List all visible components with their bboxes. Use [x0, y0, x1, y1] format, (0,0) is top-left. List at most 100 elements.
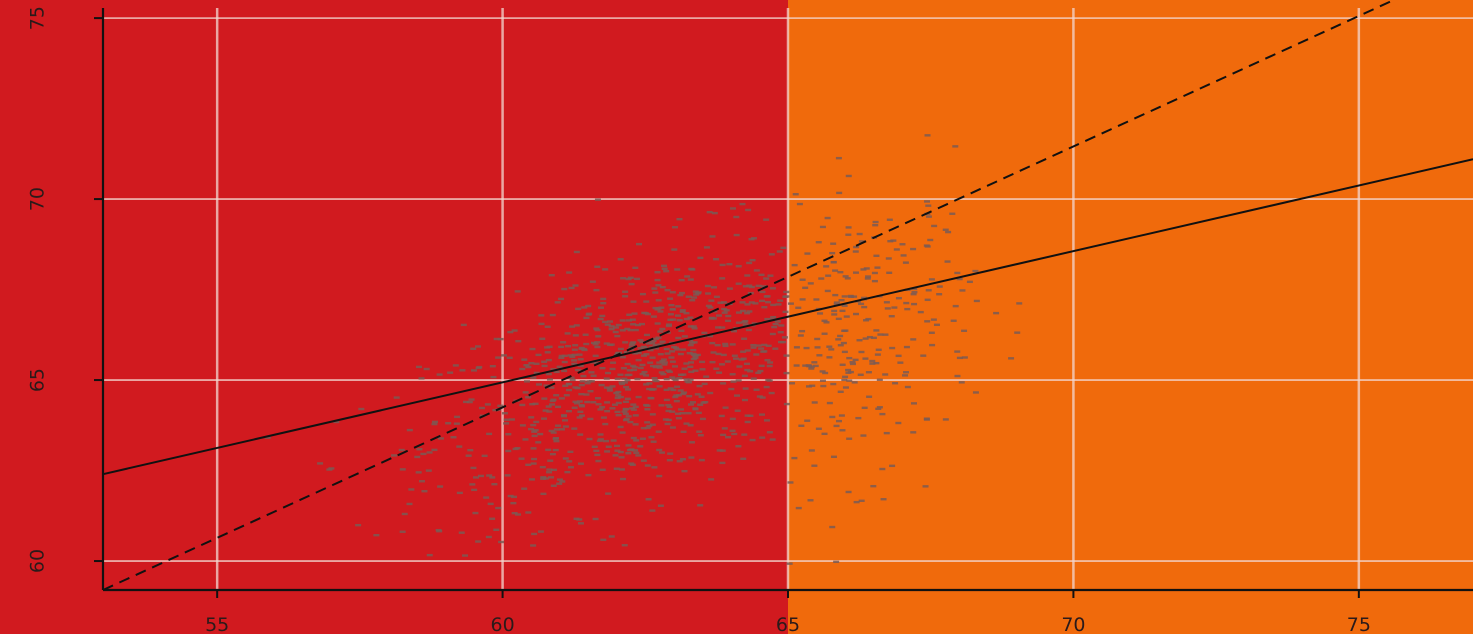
data-point — [550, 431, 557, 434]
data-point — [681, 335, 688, 338]
data-point — [625, 415, 632, 418]
data-point — [566, 460, 573, 463]
data-point — [677, 293, 684, 297]
data-point — [966, 280, 973, 284]
data-point — [635, 351, 642, 355]
data-point — [791, 263, 798, 267]
data-point — [777, 299, 784, 302]
data-point — [820, 384, 827, 388]
data-point — [622, 295, 629, 298]
data-point — [665, 409, 672, 413]
data-point — [690, 325, 697, 328]
data-point — [621, 377, 628, 381]
data-point — [841, 304, 848, 307]
data-point — [787, 302, 794, 305]
data-point — [657, 504, 664, 507]
data-point — [696, 384, 703, 388]
data-point — [533, 420, 540, 424]
data-point — [858, 350, 865, 354]
data-point — [618, 468, 625, 471]
data-point — [654, 308, 661, 311]
data-point — [837, 390, 844, 394]
data-point — [824, 216, 831, 220]
data-point — [454, 415, 461, 419]
data-point — [617, 373, 624, 376]
data-point — [624, 362, 631, 366]
data-point — [593, 327, 600, 330]
data-point — [553, 370, 560, 374]
data-point — [659, 340, 666, 343]
data-point — [600, 416, 607, 419]
data-point — [544, 325, 551, 328]
data-point — [880, 498, 887, 501]
data-point — [740, 457, 747, 461]
data-point — [725, 436, 732, 439]
data-point — [666, 458, 673, 462]
data-point — [664, 422, 671, 426]
data-point — [803, 346, 810, 350]
data-point — [925, 289, 932, 292]
data-point — [815, 241, 822, 244]
data-point — [649, 364, 656, 368]
data-point — [649, 423, 656, 426]
data-point — [858, 240, 865, 243]
data-point — [799, 278, 806, 281]
data-point — [628, 344, 635, 347]
data-point — [891, 306, 898, 309]
data-point — [683, 362, 690, 365]
data-point — [813, 298, 820, 301]
data-point — [689, 268, 696, 271]
data-point — [911, 290, 918, 294]
data-point — [862, 357, 869, 360]
data-point — [679, 412, 686, 415]
data-point — [556, 365, 563, 369]
data-point — [714, 343, 721, 347]
data-point — [548, 476, 555, 479]
data-point — [654, 278, 661, 282]
data-point — [625, 388, 632, 391]
y-tick-label: 75 — [27, 6, 49, 30]
data-point — [942, 418, 949, 421]
data-point — [475, 540, 482, 543]
data-point — [619, 431, 626, 434]
data-point — [842, 375, 849, 379]
data-point — [842, 386, 849, 389]
data-point — [725, 319, 732, 323]
data-point — [612, 454, 619, 457]
data-point — [594, 453, 601, 457]
data-point — [355, 523, 362, 527]
data-point — [904, 385, 911, 389]
data-point — [1014, 331, 1021, 334]
data-point — [617, 347, 624, 351]
data-point — [529, 347, 536, 351]
data-point — [654, 271, 661, 274]
data-point — [731, 432, 738, 436]
data-point — [571, 427, 578, 430]
data-point — [852, 312, 859, 316]
data-point — [399, 468, 406, 471]
data-point — [924, 298, 931, 302]
data-point — [672, 395, 679, 399]
data-point — [530, 423, 537, 427]
data-point — [528, 416, 535, 419]
data-point — [615, 323, 622, 327]
data-point — [864, 277, 871, 280]
data-point — [739, 309, 746, 313]
data-point — [549, 399, 556, 403]
background-region-1 — [788, 0, 1473, 590]
data-point — [701, 331, 708, 335]
data-point — [791, 456, 798, 460]
data-point — [562, 384, 569, 387]
data-point — [709, 235, 716, 238]
data-point — [546, 471, 553, 474]
data-point — [845, 226, 852, 229]
data-point — [561, 414, 568, 417]
data-point — [846, 356, 853, 360]
data-point — [721, 427, 728, 430]
data-point — [662, 418, 669, 421]
data-point — [910, 292, 917, 296]
data-point — [493, 528, 500, 531]
data-point — [501, 412, 508, 415]
data-point — [541, 397, 548, 400]
